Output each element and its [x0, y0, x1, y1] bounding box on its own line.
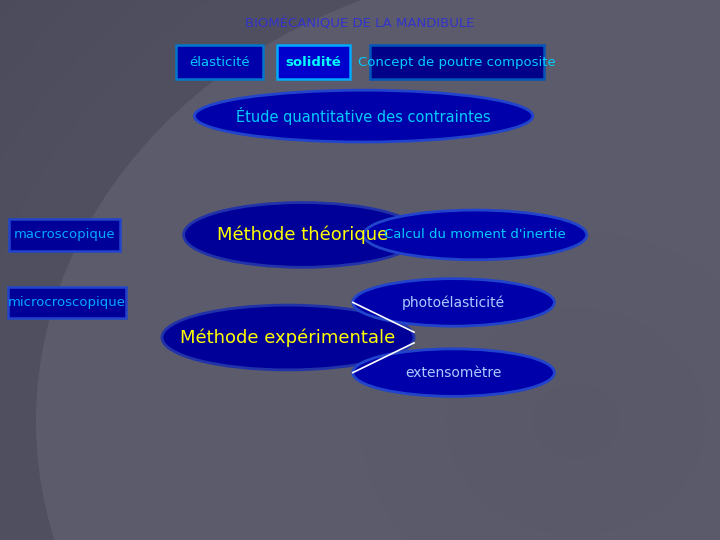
Ellipse shape: [36, 0, 720, 540]
Text: Méthode expérimentale: Méthode expérimentale: [181, 328, 395, 347]
Ellipse shape: [317, 194, 720, 540]
FancyBboxPatch shape: [176, 45, 264, 79]
Ellipse shape: [184, 202, 421, 267]
Text: extensomètre: extensomètre: [405, 366, 502, 380]
Ellipse shape: [144, 43, 720, 540]
Text: BIOMÉCANIQUE DE LA MANDIBULE: BIOMÉCANIQUE DE LA MANDIBULE: [246, 18, 474, 31]
Text: macroscopique: macroscopique: [14, 228, 116, 241]
Ellipse shape: [101, 5, 720, 540]
Text: solidité: solidité: [285, 56, 341, 69]
Ellipse shape: [490, 346, 662, 497]
Ellipse shape: [364, 210, 587, 260]
Ellipse shape: [353, 279, 554, 326]
Text: microcroscopique: microcroscopique: [8, 296, 126, 309]
Ellipse shape: [353, 349, 554, 396]
Ellipse shape: [58, 0, 720, 540]
FancyBboxPatch shape: [8, 287, 126, 318]
Ellipse shape: [274, 157, 720, 540]
Ellipse shape: [403, 270, 720, 540]
Text: Étude quantitative des contraintes: Étude quantitative des contraintes: [236, 107, 491, 125]
FancyBboxPatch shape: [9, 219, 120, 251]
Ellipse shape: [230, 119, 720, 540]
Text: Concept de poutre composite: Concept de poutre composite: [359, 56, 556, 69]
Ellipse shape: [187, 81, 720, 540]
Ellipse shape: [533, 383, 619, 459]
Ellipse shape: [162, 305, 414, 370]
Text: Calcul du moment d'inertie: Calcul du moment d'inertie: [384, 228, 566, 241]
Ellipse shape: [14, 0, 720, 540]
Text: photoélasticité: photoélasticité: [402, 295, 505, 309]
FancyBboxPatch shape: [371, 45, 544, 79]
Text: élasticité: élasticité: [189, 56, 250, 69]
Ellipse shape: [446, 308, 706, 535]
FancyBboxPatch shape: [277, 45, 350, 79]
Text: Méthode théorique: Méthode théorique: [217, 226, 388, 244]
Ellipse shape: [360, 232, 720, 540]
Ellipse shape: [194, 90, 533, 142]
